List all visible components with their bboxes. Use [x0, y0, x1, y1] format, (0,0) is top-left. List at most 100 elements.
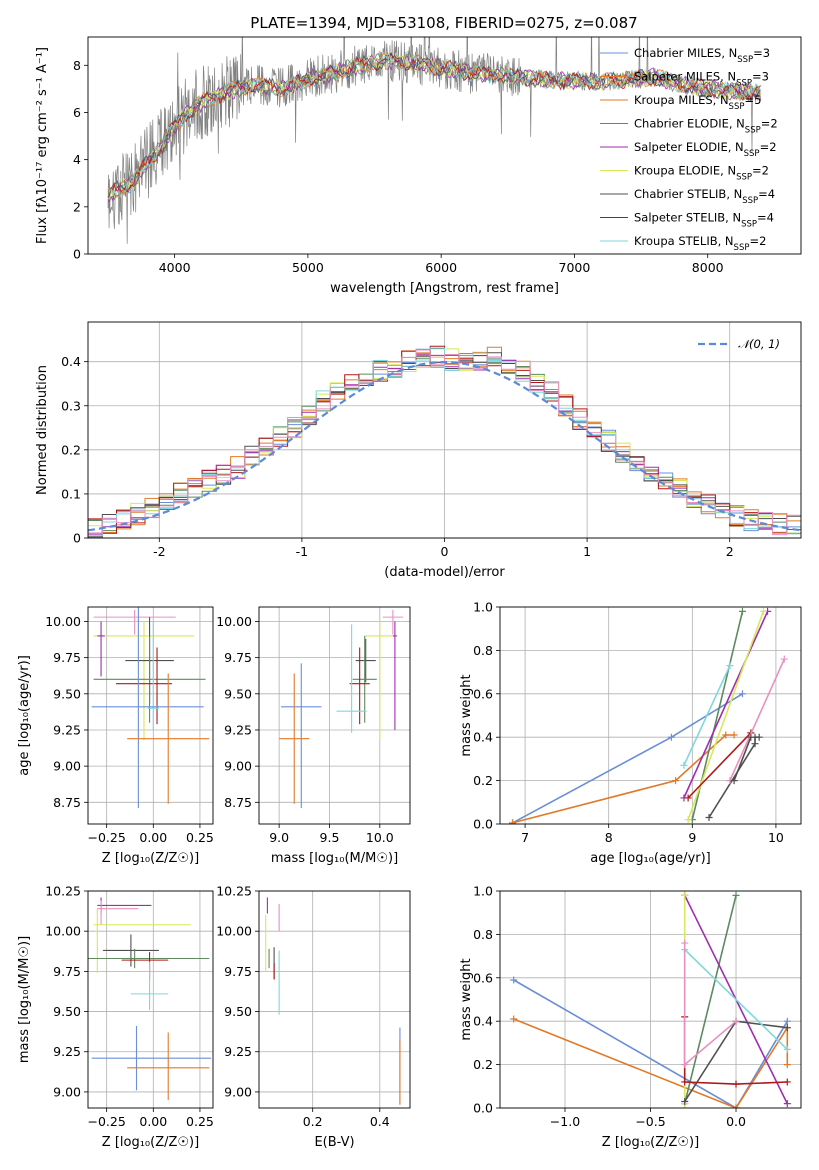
weight-line: [729, 658, 786, 781]
y-tick-label: 1.0: [473, 600, 493, 615]
y-tick-label: 10.00: [216, 924, 252, 939]
weight-line: [683, 895, 737, 1104]
y-tick-label: 4: [73, 152, 81, 167]
weight-marker: [738, 690, 746, 698]
x-axis-label: Z [log₁₀(Z/Z☉)]: [602, 1135, 699, 1150]
y-tick-label: 0.2: [61, 442, 81, 457]
x-tick-label: 8000: [692, 260, 724, 275]
weight-marker: [732, 1104, 740, 1108]
y-tick-label: 9.50: [224, 1004, 252, 1019]
x-tick-label: -2: [153, 544, 165, 559]
weight-marker: [738, 607, 746, 615]
weight-marker: [751, 740, 759, 748]
y-tick-label: 9.75: [224, 964, 252, 979]
mass-vs-Z-axes: −0.25 0.00 0.25 9.00 9.25 9.50 9.75 10.00 10.25 Z…: [17, 884, 214, 1151]
spectrum-legend: Chabrier MILES, NSSP=3 Salpeter MILES, NS…: [600, 46, 778, 253]
weight-vs-Z-plot: [510, 891, 791, 1108]
weight-vs-age-plot: [509, 607, 788, 824]
legend-label: Chabrier ELODIE, NSSP=2: [634, 117, 778, 136]
legend-label: 𝒩(0, 1): [738, 337, 780, 351]
x-tick-label: 0.25: [186, 1114, 214, 1129]
weight-marker: [759, 607, 767, 615]
legend-label: Kroupa STELIB, NSSP=2: [634, 234, 766, 253]
y-axis-label: mass weight: [459, 674, 474, 756]
y-tick-label: 9.25: [224, 722, 252, 737]
y-tick-label: 0.6: [473, 970, 493, 985]
residuals-frame: [87, 321, 802, 539]
y-axis-label: mass [log₁₀(M/M☉)]: [17, 936, 32, 1063]
weight-marker: [722, 731, 730, 739]
weight-line: [512, 734, 735, 824]
x-tick-label: 0.00: [139, 830, 167, 845]
weight-marker: [726, 662, 734, 670]
y-tick-label: 9.50: [53, 686, 81, 701]
errorbar-point: [147, 621, 159, 730]
x-tick-label: 7: [521, 830, 529, 845]
errorbar-point: [93, 609, 176, 635]
x-tick-label: 9.0: [269, 830, 289, 845]
y-tick-label: 0.8: [473, 927, 493, 942]
x-tick-label: 0.00: [139, 1114, 167, 1129]
spectrum-model-line: [107, 54, 761, 202]
mass-vs-EBV-plot: [265, 897, 401, 1105]
weight-marker: [732, 1017, 740, 1025]
y-tick-label: 0.4: [61, 354, 81, 369]
weight-vs-Z-frame: [499, 890, 802, 1109]
errorbar-point: [121, 952, 169, 980]
age-vs-Z-axes: −0.25 0.00 0.25 8.75 9.00 9.25 9.50 9.75 10.00 Z …: [17, 607, 214, 866]
weight-line: [683, 610, 769, 799]
y-tick-label: 10.25: [45, 884, 81, 899]
y-tick-label: 0: [73, 247, 81, 262]
y-tick-label: 9.25: [53, 1044, 81, 1059]
y-axis-label: Normed distribution: [35, 365, 50, 495]
weight-vs-Z-axes: −1.0 −0.5 0.0 0.0 0.2 0.4 0.6 0.8 1.0 Z [log₁₀(Z/…: [459, 884, 801, 1150]
x-tick-label: 2: [726, 544, 734, 559]
weight-marker: [684, 816, 692, 824]
weight-marker: [672, 777, 680, 785]
weight-marker: [510, 976, 518, 984]
errorbar-point: [130, 961, 169, 1010]
errorbar-point: [97, 897, 152, 914]
x-tick-label: -1: [296, 544, 308, 559]
weight-marker: [783, 1017, 791, 1025]
weight-marker: [747, 733, 755, 741]
x-tick-label: 9.5: [320, 830, 340, 845]
errorbar-point: [97, 621, 105, 677]
errorbar-point: [382, 609, 403, 635]
y-tick-label: 10.00: [45, 924, 81, 939]
age-vs-Z-frame: [87, 606, 214, 825]
age-vs-mass-axes: 9.0 9.5 10.0 8.75 9.00 9.25 9.50 9.75 10.00 mass …: [216, 607, 410, 866]
y-tick-label: 8.75: [224, 795, 252, 810]
y-tick-label: 9.00: [224, 759, 252, 774]
errorbar-point: [364, 621, 395, 741]
x-tick-label: 5000: [292, 260, 324, 275]
legend-label: Salpeter ELODIE, NSSP=2: [634, 140, 777, 159]
y-tick-label: 9.00: [224, 1084, 252, 1099]
legend-label: Salpeter STELIB, NSSP=4: [634, 211, 774, 230]
weight-vs-age-frame: [499, 606, 802, 825]
errorbar-point: [97, 900, 139, 925]
legend-label: Salpeter MILES, NSSP=3: [634, 70, 769, 89]
x-tick-label: 7000: [559, 260, 591, 275]
errorbar-point: [93, 621, 195, 741]
errorbar-point: [93, 635, 206, 723]
weight-marker: [681, 1078, 689, 1086]
errorbar-point: [392, 621, 397, 730]
y-tick-label: 8.75: [53, 795, 81, 810]
weight-marker: [730, 777, 738, 785]
x-axis-label: Z [log₁₀(Z/Z☉)]: [102, 1135, 199, 1150]
errorbar-point: [88, 948, 210, 969]
y-tick-label: 2: [73, 199, 81, 214]
legend-label: Kroupa MILES, NSSP=5: [634, 93, 761, 112]
weight-marker: [509, 819, 517, 824]
x-tick-label: −0.25: [88, 830, 126, 845]
y-tick-label: 0.4: [473, 1014, 493, 1029]
y-tick-label: 0.0: [473, 817, 493, 832]
weight-marker: [783, 1061, 791, 1069]
weight-line: [684, 949, 788, 1050]
age-vs-mass-plot: [279, 609, 403, 809]
x-tick-label: 4000: [159, 260, 191, 275]
weight-marker: [783, 1024, 791, 1032]
x-axis-label: age [log₁₀(age/yr)]: [590, 851, 711, 866]
